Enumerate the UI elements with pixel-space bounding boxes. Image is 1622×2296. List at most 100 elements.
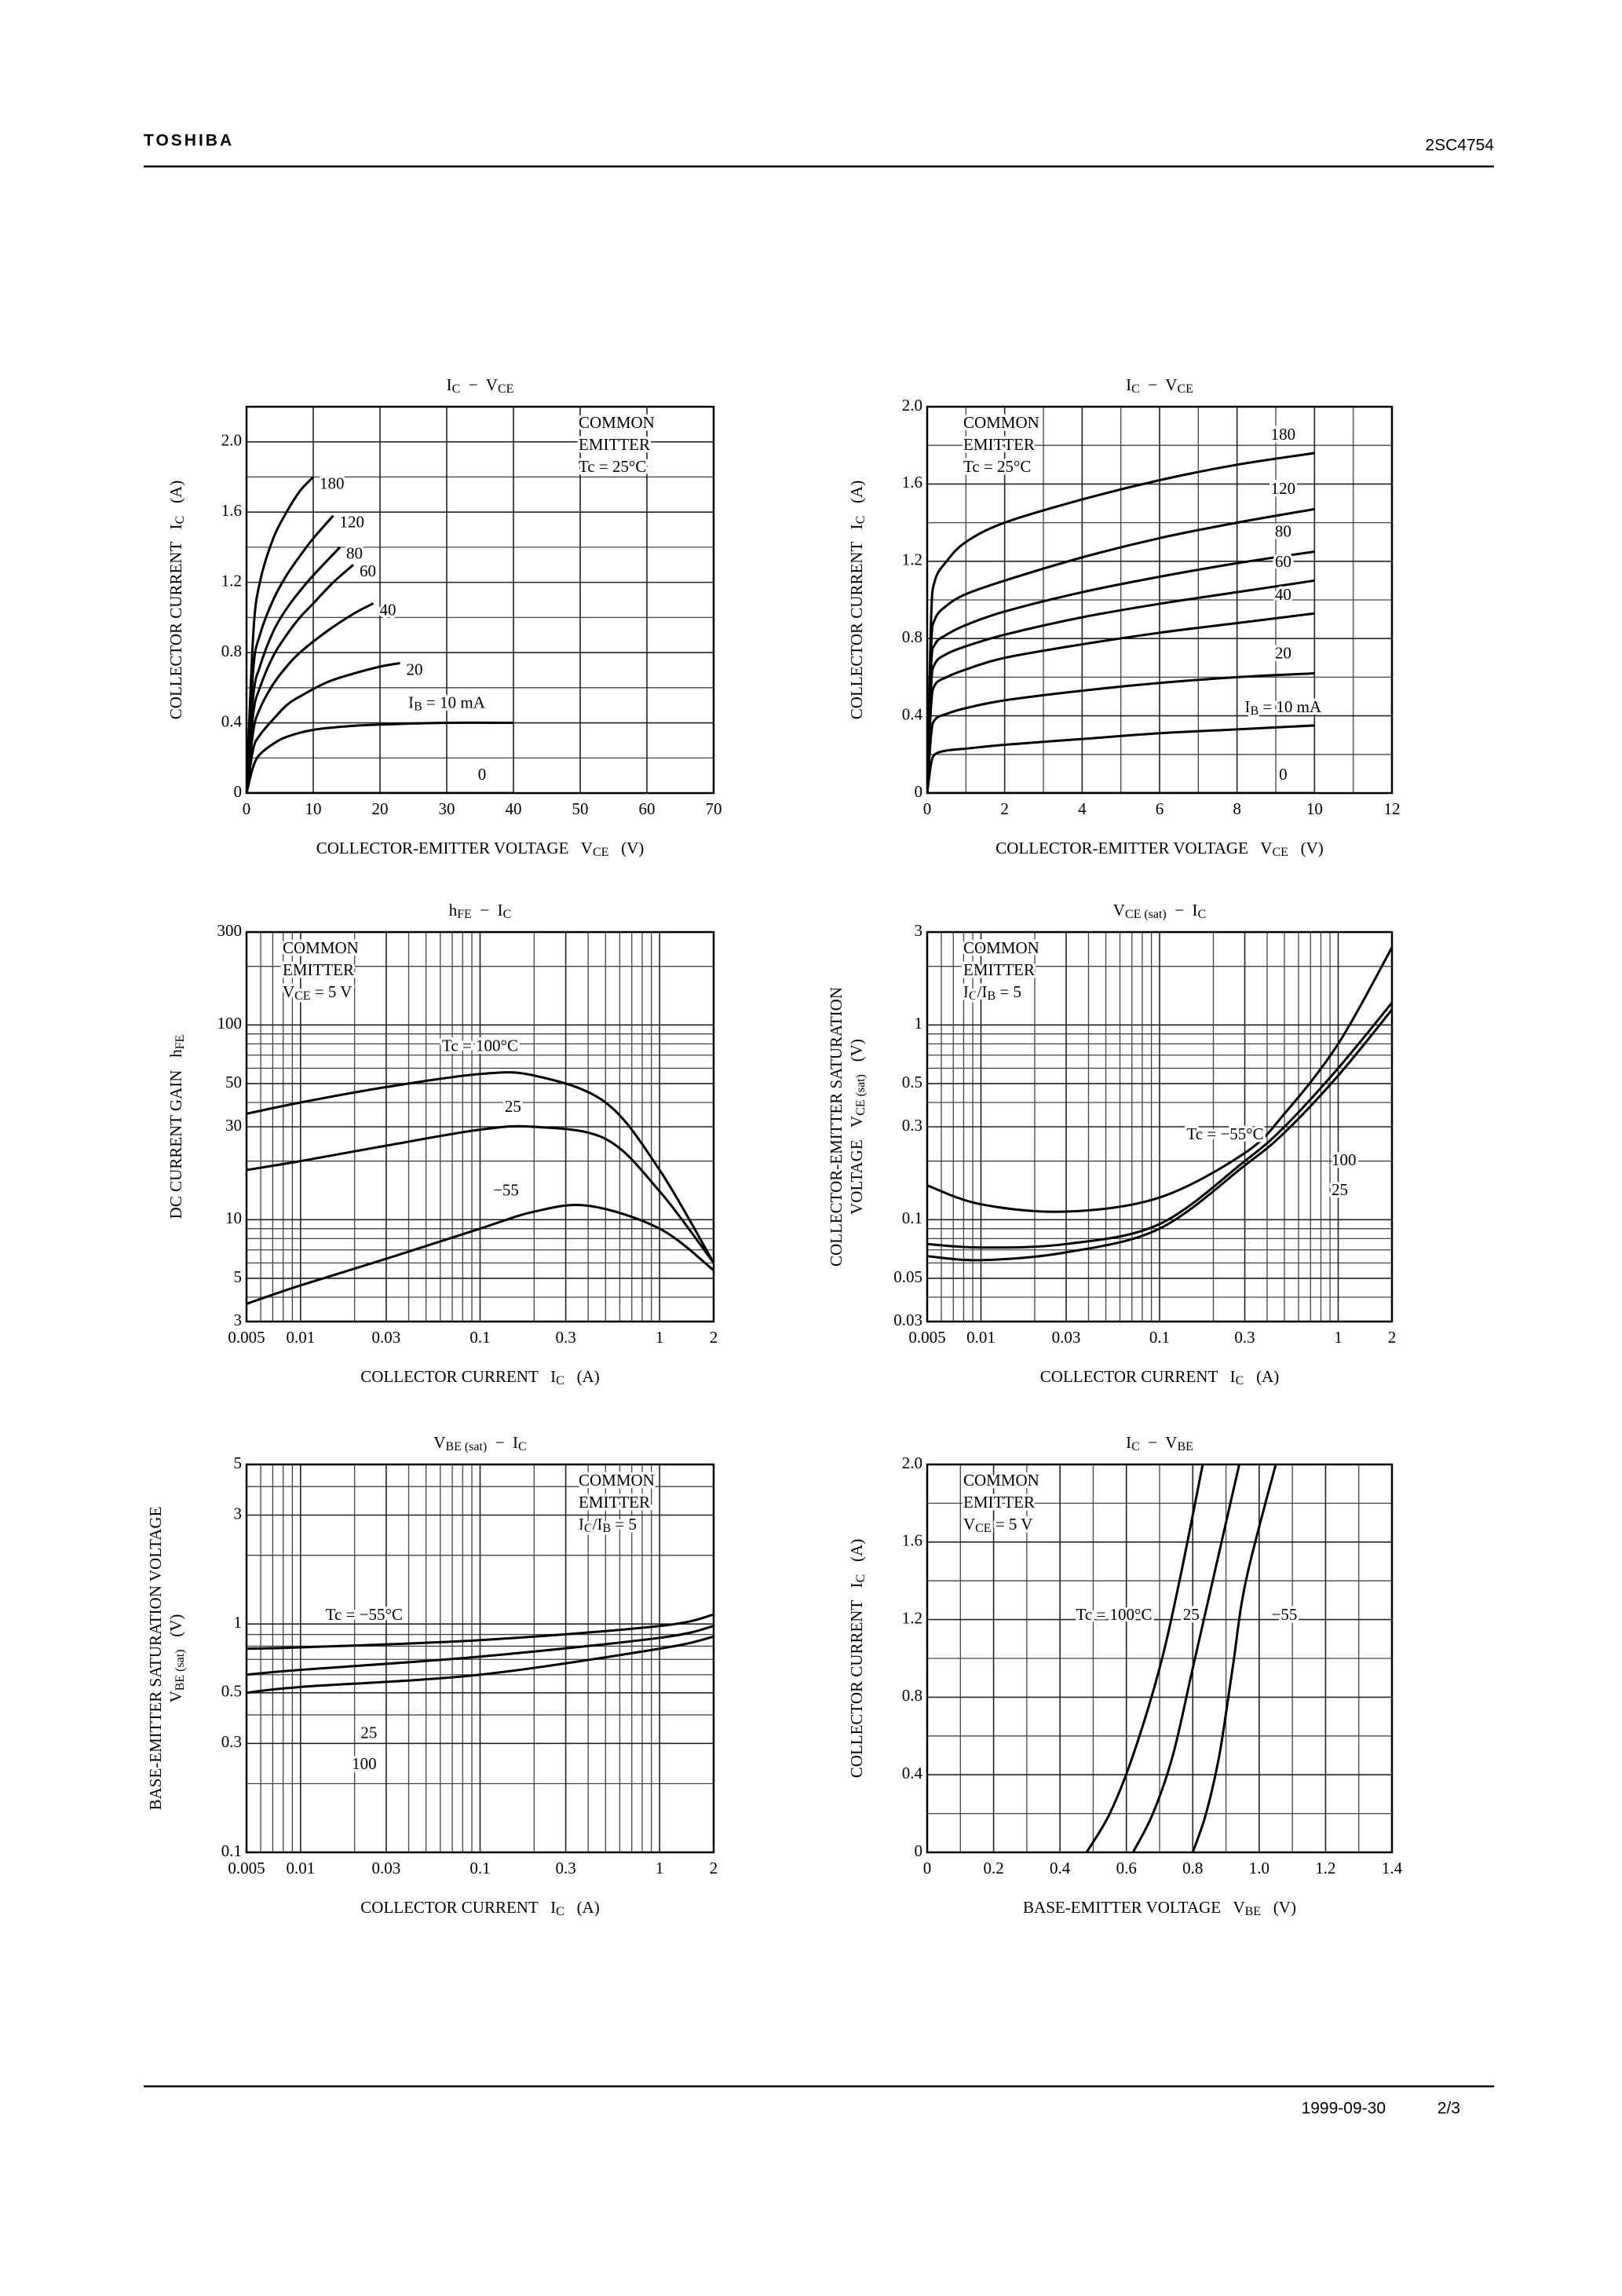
curve [927, 612, 1315, 793]
annotation: COMMON [963, 938, 1039, 957]
x-tick-label: 30 [439, 799, 455, 818]
x-tick-label: 0.1 [469, 1859, 490, 1877]
plot-frame [926, 930, 1394, 1323]
annotation: VCE = 5 V [963, 1515, 1032, 1535]
y-axis-label: COLLECTOR CURRENT IC (A) [166, 481, 187, 719]
y-tick-label: 1.6 [902, 473, 922, 492]
curve-label: 20 [407, 660, 423, 678]
y-tick-label: 0.4 [902, 704, 923, 723]
plot-frame [245, 1463, 715, 1854]
y-tick-label: 100 [217, 1014, 243, 1033]
text-part: (V) [166, 1614, 185, 1650]
x-tick-label: 2 [1000, 799, 1009, 818]
text-part: − I [1167, 901, 1198, 919]
curve [247, 1635, 714, 1695]
y-tick-label: 0.1 [221, 1841, 242, 1860]
y-tick-label: 5 [234, 1267, 243, 1286]
text-part: CE [975, 1522, 991, 1535]
text-part: BE (sat) [174, 1650, 187, 1691]
text-part: C [174, 516, 187, 525]
x-tick-label: 0.4 [1050, 1859, 1071, 1877]
footer-date: 1999-09-30 [1302, 2100, 1386, 2118]
text-part: B [414, 700, 422, 714]
curve-label: 120 [340, 512, 365, 531]
curve [927, 946, 1392, 1213]
x-tick-label: 1 [656, 1328, 664, 1347]
curve-label: 25 [1332, 1180, 1348, 1199]
curve-label: 25 [360, 1723, 377, 1742]
x-tick-label: 0.3 [555, 1859, 575, 1877]
text-part: BE [1177, 1440, 1193, 1453]
x-tick-label: 0.005 [908, 1328, 945, 1347]
chart: 0 0.2 0.4 0.6 0.8 1.0 1.2 1.400.40.81.21.62.0IC… [847, 1433, 1403, 1918]
text-part: = 5 [995, 982, 1021, 1001]
text-part: COLLECTOR-EMITTER VOLTAGE V [995, 839, 1272, 857]
text-part: = 10 mA [1259, 697, 1322, 716]
text-part: − V [1140, 1433, 1178, 1452]
x-tick-label: 2 [1388, 1328, 1397, 1347]
y-tick-label: 30 [225, 1116, 242, 1135]
text-part: CE [593, 846, 608, 859]
y-tick-label: 0.8 [221, 642, 242, 660]
text-part: CE [1177, 382, 1193, 396]
curve [927, 1008, 1392, 1262]
text-part: VOLTAGE V [847, 1116, 866, 1215]
y-tick-label: 2.0 [902, 1453, 922, 1472]
curve [247, 476, 315, 793]
text-part: = 5 V [311, 982, 353, 1001]
curve [927, 1002, 1392, 1249]
text-part: = 10 mA [422, 693, 486, 711]
y-tick-label: 0.1 [902, 1208, 922, 1227]
y-axis-label: COLLECTOR-EMITTER SATURATION [827, 987, 846, 1267]
curve-label: Tc = 100°C [1076, 1605, 1153, 1624]
x-tick-label: 10 [1306, 799, 1323, 818]
text-part: COLLECTOR CURRENT I [847, 524, 866, 719]
text-part: V [166, 1691, 185, 1702]
curve [927, 507, 1315, 793]
y-tick-label: 0 [915, 1841, 923, 1860]
curve-label: IB = 10 mA [1244, 697, 1322, 718]
text-part: I [1126, 375, 1131, 394]
chart-title: IC − VCE [447, 375, 514, 396]
y-tick-label: 1.2 [902, 1608, 922, 1627]
text-part: (V) [608, 839, 644, 857]
curve-label: 25 [505, 1097, 521, 1116]
text-part: (A) [564, 1898, 600, 1917]
curve-label: IB = 10 mA [408, 693, 486, 713]
x-tick-label: 60 [639, 799, 656, 818]
curve-label: 40 [1275, 585, 1291, 604]
x-axis-label: COLLECTOR-EMITTER VOLTAGE VCE (V) [316, 839, 645, 859]
y-tick-label: 1.6 [902, 1531, 922, 1550]
annotation: Tc = 25°C [963, 457, 1031, 476]
chart-title: IC − VCE [1126, 375, 1193, 396]
text-part: (A) [166, 481, 185, 516]
text-part: CE [1272, 846, 1288, 859]
curve [247, 1203, 714, 1305]
chart-title: VCE (sat) − IC [1113, 901, 1206, 921]
annotation: EMITTER [579, 435, 650, 454]
annotation: COMMON [963, 413, 1039, 432]
y-tick-label: 2.0 [902, 396, 922, 415]
annotation: EMITTER [283, 960, 354, 979]
x-tick-label: 20 [372, 799, 389, 818]
y-tick-label: 3 [234, 1504, 243, 1523]
y-axis-label: DC CURRENT GAIN hFE [166, 1035, 187, 1219]
y-tick-label: 0.8 [902, 627, 922, 646]
curve-label: 80 [1275, 521, 1291, 540]
curve [247, 1613, 714, 1651]
text-part: I [963, 982, 969, 1001]
text-part: C [1131, 1440, 1140, 1453]
annotation: COMMON [283, 938, 359, 957]
text-part: (V) [847, 1039, 866, 1074]
curve [927, 724, 1315, 793]
annotation: EMITTER [963, 1493, 1035, 1512]
y-tick-label: 1 [915, 1014, 923, 1033]
x-tick-label: 50 [572, 799, 589, 818]
text-part: C [452, 382, 461, 396]
x-tick-label: 0.01 [286, 1328, 315, 1347]
x-axis-label: COLLECTOR CURRENT IC (A) [360, 1367, 599, 1387]
y-tick-label: 0 [915, 782, 923, 801]
x-tick-label: 0.005 [228, 1328, 265, 1347]
